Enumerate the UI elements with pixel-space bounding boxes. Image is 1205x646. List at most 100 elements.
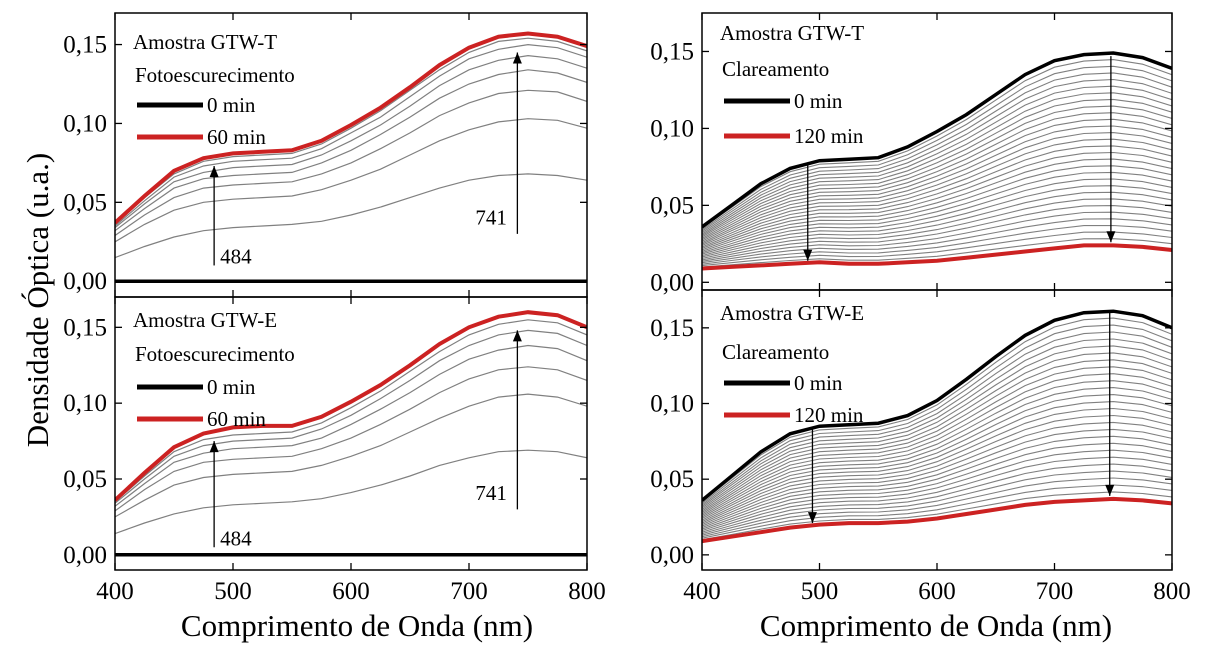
gtw-e-clar-intermediate-line bbox=[702, 338, 1172, 507]
gtw-e-clar-panel: 0,00 0,05 0,10 0,15 400 500 600 700 800 Amostra G… bbox=[650, 289, 1191, 605]
gtw-t-foto-intermediate-line bbox=[115, 173, 587, 259]
gtw-t-foto-ytick-label: 0,15 bbox=[63, 32, 107, 59]
gtw-t-clar-arrow-head bbox=[803, 249, 813, 261]
gtw-t-foto-intermediate-line bbox=[115, 69, 587, 232]
gtw-t-foto-arrow-head bbox=[209, 166, 219, 178]
gtw-t-clar-intermediate-line bbox=[702, 92, 1172, 236]
gtw-t-clar-series-initial-line bbox=[702, 51, 1172, 229]
gtw-t-foto-intermediate-line bbox=[115, 89, 587, 236]
gtw-e-foto-intermediate-line bbox=[115, 344, 587, 507]
gtw-e-foto-arrow-head bbox=[512, 330, 522, 342]
gtw-e-clar-intermediate-line bbox=[702, 449, 1172, 532]
y-axis-title: Densidade Óptica (u.a.) bbox=[20, 153, 55, 447]
gtw-t-foto-ytick-label: 0,05 bbox=[63, 189, 107, 216]
gtw-e-clar-ytick-label: 0,05 bbox=[650, 466, 694, 493]
gtw-t-foto-annotation-label: 484 bbox=[220, 244, 252, 268]
gtw-e-foto-ytick-label: 0,15 bbox=[63, 314, 107, 341]
gtw-t-foto-intermediate-line bbox=[115, 118, 587, 243]
gtw-t-clar-intermediate-line bbox=[702, 145, 1172, 248]
gtw-e-foto-intermediate-line bbox=[115, 319, 587, 503]
gtw-t-clar-intermediate-line bbox=[702, 105, 1172, 239]
gtw-t-clar-ytick-label: 0,15 bbox=[650, 38, 694, 65]
gtw-e-clar-ytick-label: 0,10 bbox=[650, 391, 694, 418]
gtw-e-clar-legend-label: 0 min bbox=[794, 371, 843, 395]
gtw-t-clar-intermediate-line bbox=[702, 78, 1172, 234]
gtw-t-clar-intermediate-line bbox=[702, 151, 1172, 249]
gtw-e-foto-ytick-label: 0,05 bbox=[63, 466, 107, 493]
gtw-t-clar-intermediate-line bbox=[702, 218, 1172, 264]
gtw-t-clar-curves bbox=[702, 51, 1172, 271]
gtw-t-clar-series-final-line bbox=[702, 243, 1172, 271]
gtw-e-clar-xtick-label: 800 bbox=[1153, 578, 1191, 605]
gtw-t-clar-sample-title: Amostra GTW-T bbox=[720, 21, 864, 45]
gtw-t-foto-intermediate-line bbox=[115, 37, 587, 225]
gtw-e-clar-intermediate-line bbox=[702, 366, 1172, 513]
gtw-t-clar-intermediate-line bbox=[702, 231, 1172, 267]
gtw-t-clar-panel: 0,00 0,05 0,10 0,15 Amostra GTW-T Clareamento… bbox=[650, 12, 1173, 296]
gtw-e-clar-intermediate-line bbox=[702, 380, 1172, 516]
gtw-t-foto-curves bbox=[115, 31, 587, 283]
gtw-t-clar-legend-label: 0 min bbox=[794, 89, 843, 113]
gtw-t-foto-arrow-head bbox=[512, 52, 522, 64]
gtw-e-clar-curves bbox=[702, 309, 1172, 544]
gtw-t-clar-intermediate-line bbox=[702, 165, 1172, 252]
gtw-e-clar-intermediate-line bbox=[702, 401, 1172, 521]
gtw-e-clar-legend-label: 120 min bbox=[794, 403, 864, 427]
gtw-t-clar-intermediate-line bbox=[702, 132, 1172, 245]
gtw-t-clar-arrow-head bbox=[1106, 231, 1116, 243]
gtw-t-foto-legend-label: 0 min bbox=[207, 93, 256, 117]
gtw-t-clar-intermediate-line bbox=[702, 205, 1172, 261]
gtw-e-clar-ytick-label: 0,00 bbox=[650, 542, 694, 569]
gtw-t-clar-intermediate-line bbox=[702, 238, 1172, 268]
gtw-e-clar-xtick-label: 700 bbox=[1036, 578, 1074, 605]
gtw-e-clar-arrow-head bbox=[1105, 484, 1115, 496]
gtw-t-foto-ytick-label: 0,00 bbox=[63, 268, 107, 295]
gtw-e-clar-intermediate-line bbox=[702, 414, 1172, 524]
gtw-t-clar-intermediate-line bbox=[702, 98, 1172, 238]
gtw-e-clar-intermediate-line bbox=[702, 435, 1172, 529]
gtw-t-clar-process-subtitle: Clareamento bbox=[722, 57, 829, 81]
gtw-e-foto-sample-title: Amostra GTW-E bbox=[133, 308, 277, 332]
gtw-e-clar-intermediate-line bbox=[702, 407, 1172, 523]
gtw-t-clar-intermediate-line bbox=[702, 224, 1172, 265]
gtw-e-clar-arrow-head bbox=[807, 512, 817, 524]
gtw-t-foto-series-final-line bbox=[115, 31, 587, 225]
gtw-e-clar-intermediate-line bbox=[702, 359, 1172, 512]
gtw-e-clar-intermediate-line bbox=[702, 394, 1172, 519]
gtw-e-foto-series-final-line bbox=[115, 310, 587, 502]
gtw-e-foto-annotation-label: 484 bbox=[220, 526, 252, 550]
gtw-e-foto-arrow-head bbox=[209, 441, 219, 453]
gtw-e-foto-intermediate-line bbox=[115, 366, 587, 512]
gtw-e-foto-ytick-label: 0,10 bbox=[63, 390, 107, 417]
gtw-t-clar-intermediate-line bbox=[702, 171, 1172, 254]
gtw-t-foto-legend-label: 60 min bbox=[207, 125, 266, 149]
gtw-t-foto-ytick-label: 0,10 bbox=[63, 110, 107, 137]
gtw-e-clar-ytick-label: 0,15 bbox=[650, 315, 694, 342]
gtw-e-clar-intermediate-line bbox=[702, 470, 1172, 536]
gtw-e-clar-intermediate-line bbox=[702, 491, 1172, 541]
gtw-t-clar-intermediate-line bbox=[702, 158, 1172, 251]
gtw-t-clar-intermediate-line bbox=[702, 59, 1172, 229]
gtw-t-foto-intermediate-line bbox=[115, 43, 587, 227]
gtw-e-clar-intermediate-line bbox=[702, 352, 1172, 510]
gtw-t-clar-intermediate-line bbox=[702, 72, 1172, 232]
gtw-t-clar-intermediate-line bbox=[702, 211, 1172, 262]
gtw-e-clar-intermediate-line bbox=[702, 477, 1172, 538]
gtw-t-foto-annotation-label: 741 bbox=[475, 205, 507, 229]
x-axis-title-right: Comprimento de Onda (nm) bbox=[760, 608, 1112, 643]
gtw-t-foto-intermediate-line bbox=[115, 54, 587, 229]
gtw-t-clar-intermediate-line bbox=[702, 85, 1172, 235]
gtw-e-clar-sample-title: Amostra GTW-E bbox=[720, 301, 864, 325]
gtw-e-foto-xtick-label: 700 bbox=[450, 578, 488, 605]
gtw-e-foto-process-subtitle: Fotoescurecimento bbox=[135, 342, 295, 366]
gtw-e-clar-intermediate-line bbox=[702, 428, 1172, 527]
gtw-e-foto-panel: 0,00 0,05 0,10 0,15 400 500 600 700 800 Amostra G… bbox=[63, 296, 606, 605]
gtw-t-clar-intermediate-line bbox=[702, 112, 1172, 241]
gtw-t-foto-sample-title: Amostra GTW-T bbox=[133, 30, 277, 54]
gtw-e-foto-intermediate-line bbox=[115, 449, 587, 535]
gtw-e-clar-xtick-label: 400 bbox=[683, 578, 721, 605]
gtw-e-foto-xtick-label: 600 bbox=[332, 578, 370, 605]
gtw-e-clar-xtick-label: 600 bbox=[918, 578, 956, 605]
gtw-e-clar-process-subtitle: Clareamento bbox=[722, 340, 829, 364]
